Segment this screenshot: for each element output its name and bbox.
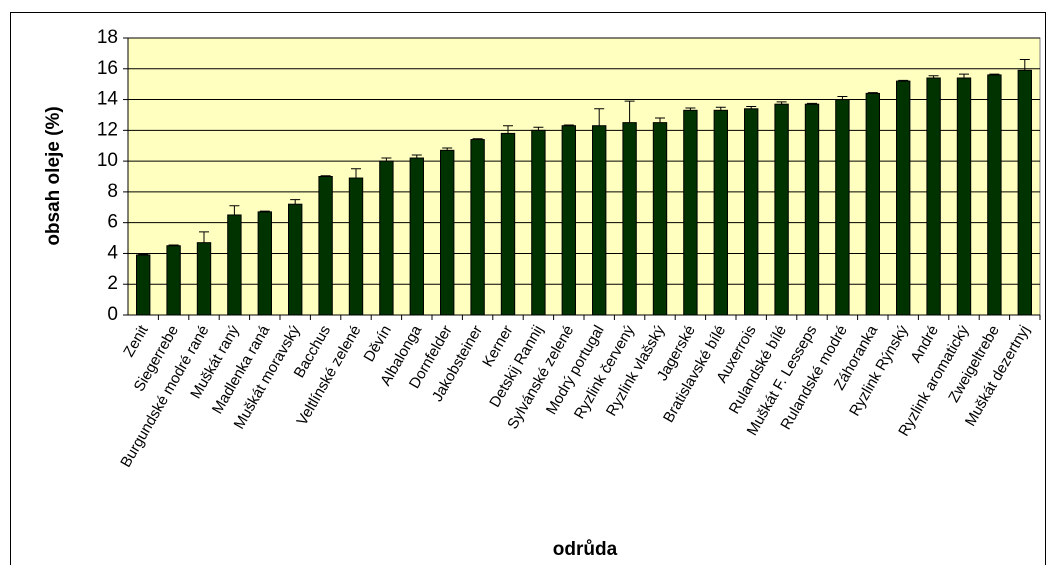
bar: [804, 103, 820, 316]
bar: [744, 108, 759, 316]
bar: [956, 77, 972, 316]
error-bar: [959, 73, 969, 79]
bar: [257, 211, 272, 316]
bar: [774, 103, 789, 316]
bar: [896, 80, 911, 316]
error-bar: [563, 124, 574, 126]
bar: [1017, 69, 1032, 316]
y-tick-label: 2: [107, 273, 118, 294]
chart-border: [10, 12, 1046, 565]
bar: [622, 122, 637, 316]
bar: [865, 92, 880, 316]
y-tick-label: 0: [107, 304, 118, 325]
y-tick-label: 4: [107, 242, 118, 263]
bar: [227, 214, 242, 316]
y-tick-label: 6: [107, 212, 118, 233]
error-bar: [442, 147, 453, 151]
y-tick-label: 16: [97, 58, 118, 79]
x-axis-title: odrůda: [553, 539, 618, 560]
bar: [136, 254, 151, 316]
bar: [348, 177, 364, 316]
y-tick-label: 8: [107, 181, 118, 202]
bar: [288, 203, 303, 316]
y-tick-label: 14: [97, 89, 119, 110]
bar: [531, 129, 546, 316]
error-bar: [928, 75, 939, 79]
error-bar: [655, 117, 665, 123]
bar: [926, 77, 941, 316]
error-bar: [867, 92, 878, 94]
error-bar: [594, 108, 605, 126]
error-bar: [776, 101, 787, 105]
bar: [683, 109, 698, 316]
error-bar: [168, 244, 179, 246]
bar: [561, 125, 576, 316]
error-bar: [472, 138, 483, 140]
error-bar: [807, 102, 817, 105]
error-bar: [746, 105, 757, 109]
y-tick-label: 12: [97, 119, 118, 140]
error-bar: [989, 73, 1000, 75]
error-bar: [837, 95, 848, 100]
bar: [592, 125, 607, 316]
bar: [166, 245, 181, 316]
bar: [500, 132, 516, 316]
error-bar: [229, 205, 240, 215]
error-bar: [320, 175, 331, 177]
error-bar: [685, 107, 696, 111]
bar: [440, 149, 455, 316]
error-bar: [381, 157, 392, 162]
error-bar: [259, 210, 270, 212]
error-bar: [290, 199, 301, 205]
bar: [470, 139, 485, 316]
error-bar: [533, 126, 544, 131]
bar: [652, 122, 668, 316]
bar: [196, 242, 212, 316]
y-axis-title: obsah oleje (%): [43, 106, 64, 245]
error-bar: [199, 231, 209, 243]
error-bar: [138, 253, 149, 255]
bar: [987, 74, 1002, 316]
bar: [318, 176, 333, 316]
error-bar: [351, 168, 361, 179]
bar: [835, 99, 850, 316]
error-bar: [503, 125, 513, 134]
error-bar: [715, 106, 726, 111]
error-bar: [1019, 59, 1030, 71]
error-bar: [411, 154, 422, 159]
bar: [379, 160, 394, 316]
y-tick-label: 18: [97, 27, 118, 48]
error-bar: [624, 100, 635, 123]
y-tick-label: 10: [97, 150, 118, 171]
bar: [409, 157, 424, 316]
x-tick-label: Zenit: [120, 322, 152, 360]
error-bar: [898, 79, 909, 82]
bar: [713, 109, 728, 316]
